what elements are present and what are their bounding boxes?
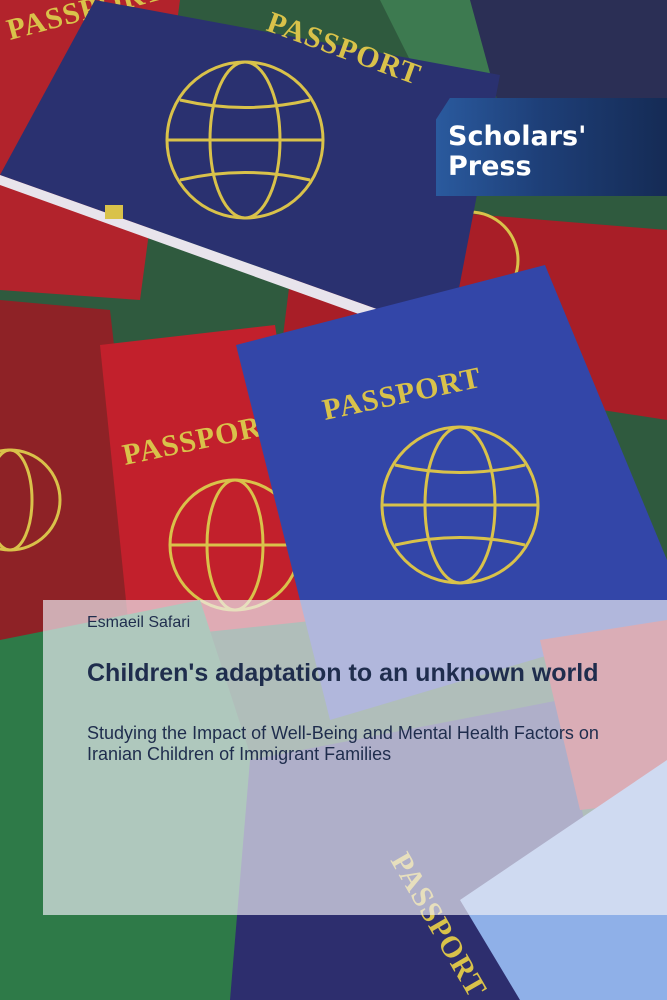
- publisher-name-line1: Scholars': [448, 121, 587, 152]
- book-subtitle: Studying the Impact of Well-Being and Me…: [87, 723, 599, 764]
- globe-icon: [165, 60, 325, 220]
- globe-icon: [380, 425, 540, 585]
- publisher-logo: Scholars' Press: [436, 98, 667, 196]
- title-panel: Esmaeil Safari Children's adaptation to …: [43, 600, 667, 915]
- book-title: Children's adaptation to an unknown worl…: [87, 659, 599, 687]
- author-name: Esmaeil Safari: [87, 614, 191, 631]
- navy-passport-top: [0, 0, 500, 335]
- publisher-name-line2: Press: [448, 151, 532, 182]
